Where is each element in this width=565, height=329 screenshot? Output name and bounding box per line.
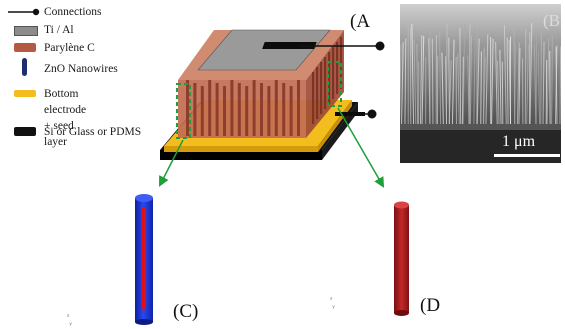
- sem-nanowire: [417, 44, 418, 126]
- sem-nanowire: [525, 29, 526, 126]
- nanowire: [336, 42, 338, 94]
- axis-triad-icon: ᶻ ʸ: [330, 296, 335, 312]
- sem-nanowire: [502, 62, 503, 126]
- sem-nanowire: [481, 52, 482, 126]
- nanowire: [230, 80, 233, 136]
- panel-label-a: (A: [350, 12, 370, 32]
- sem-image: [400, 4, 561, 163]
- nanowire: [316, 67, 318, 119]
- nanowire: [275, 80, 278, 136]
- nanowire-zoom-d: [394, 202, 409, 317]
- nanowire: [253, 80, 256, 136]
- panel-label-b: (B: [543, 11, 560, 31]
- sem-nanowire: [446, 23, 447, 126]
- sem-nanowire: [541, 33, 542, 126]
- panel-label-c: (C): [173, 302, 198, 322]
- nanowire: [290, 86, 293, 136]
- nanowire: [297, 80, 300, 136]
- nanowire: [186, 80, 189, 136]
- nanowire: [267, 86, 270, 136]
- nanowire: [320, 62, 322, 114]
- nanowire-zoom-c: [135, 194, 153, 325]
- sem-nanowire: [560, 46, 561, 126]
- scale-bar: [494, 154, 560, 157]
- nanowire: [216, 83, 219, 136]
- nanowire: [238, 83, 241, 136]
- nanowire: [193, 83, 196, 136]
- axis-triad-icon: ᶻ ʸ: [67, 313, 72, 329]
- nanowire: [223, 86, 226, 136]
- sem-micrograph: [400, 4, 561, 163]
- nanowire: [324, 57, 326, 109]
- scale-bar-label: 1 μm: [502, 133, 535, 151]
- nanowire: [282, 83, 285, 136]
- nanowire: [245, 86, 248, 136]
- nanowire: [208, 80, 211, 136]
- nanowire: [260, 83, 263, 136]
- panel-label-d: (D: [420, 296, 440, 316]
- nanowire: [332, 47, 334, 99]
- nanowire: [312, 72, 314, 124]
- nanowire: [201, 86, 204, 136]
